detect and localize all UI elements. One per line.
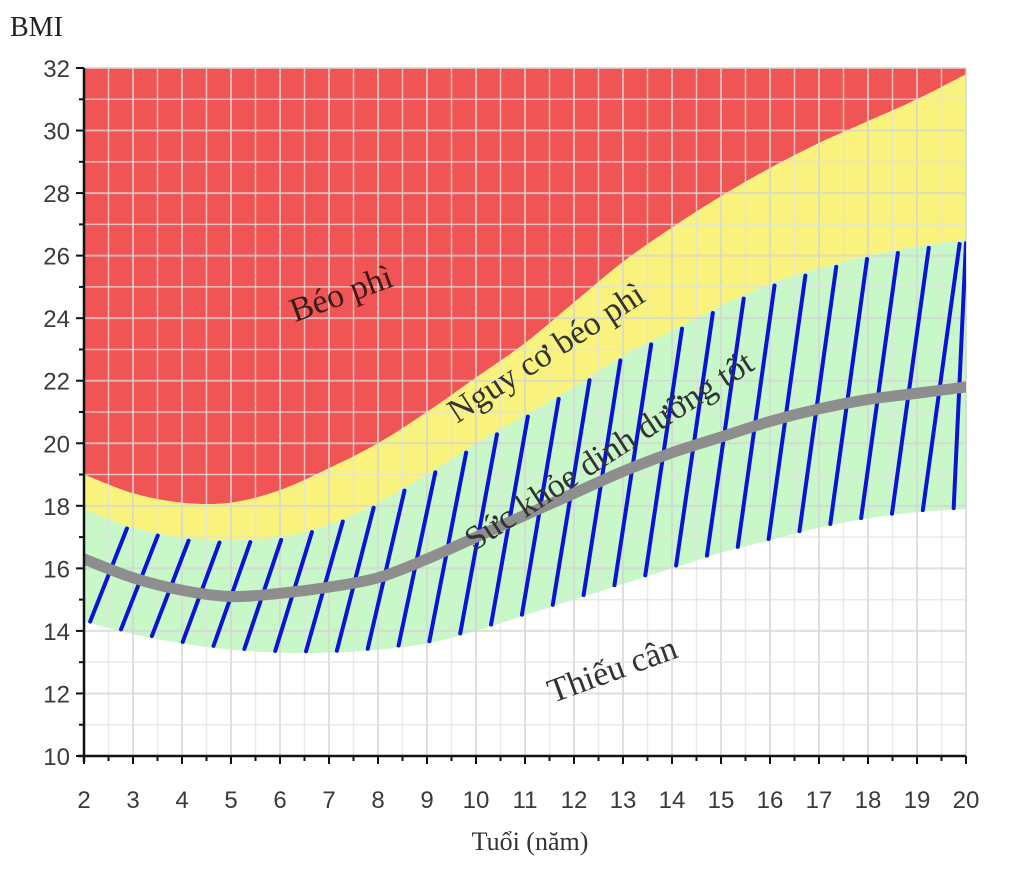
y-tick-label: 14 [43, 619, 70, 646]
hatch-line [951, 241, 966, 511]
median-curve [84, 381, 966, 603]
x-tick-label: 17 [806, 787, 833, 814]
y-tick-label: 22 [43, 369, 70, 396]
y-tick-label: 28 [43, 181, 70, 208]
hatch-line [88, 526, 129, 624]
y-tick-label: 20 [43, 431, 70, 458]
x-tick-label: 9 [420, 787, 433, 814]
hatch-line [889, 245, 931, 516]
x-tick-label: 15 [708, 787, 735, 814]
hatch-line [859, 251, 900, 521]
x-tick-label: 20 [953, 787, 980, 814]
y-tick-label: 24 [43, 306, 70, 333]
y-tick-label: 30 [43, 119, 70, 146]
y-tick-label: 12 [43, 681, 70, 708]
x-tick-label: 4 [175, 787, 188, 814]
x-tick-label: 14 [659, 787, 686, 814]
x-tick-label: 18 [855, 787, 882, 814]
x-tick-label: 13 [610, 787, 637, 814]
median-layer [84, 381, 966, 603]
hatch-line [704, 296, 746, 558]
x-tick-label: 2 [77, 787, 90, 814]
hatch-line [920, 241, 962, 513]
x-tick-label: 12 [561, 787, 588, 814]
y-tick-label: 26 [43, 244, 70, 271]
y-tick-label: 10 [43, 744, 70, 771]
x-tick-label: 6 [273, 787, 286, 814]
hatch-line [766, 273, 808, 542]
x-tick-label: 10 [463, 787, 490, 814]
x-axis-title: Tuổi (năm) [472, 827, 589, 856]
x-tick-label: 16 [757, 787, 784, 814]
y-tick-label: 32 [43, 56, 70, 83]
axes-layer: 10 12 14 16 18 20 22 24 26 28 30 32 2 3 4 5 6 7 8 9 10 11 12 13… [43, 56, 979, 814]
x-tick-label: 19 [904, 787, 931, 814]
grid-layer [83, 67, 967, 757]
x-tick-label: 11 [513, 787, 538, 814]
x-tick-label: 8 [371, 787, 384, 814]
y-tick-label: 18 [43, 494, 70, 521]
hatch-line [828, 257, 870, 526]
x-tick-label: 5 [224, 787, 237, 814]
hatch-line [674, 310, 715, 568]
hatch-line [797, 264, 839, 534]
y-axis-title: BMI [10, 12, 63, 43]
x-tick-label: 3 [126, 787, 139, 814]
y-tick-label: 16 [43, 556, 70, 583]
hatch-line [735, 283, 777, 549]
x-tick-label: 7 [322, 787, 335, 814]
